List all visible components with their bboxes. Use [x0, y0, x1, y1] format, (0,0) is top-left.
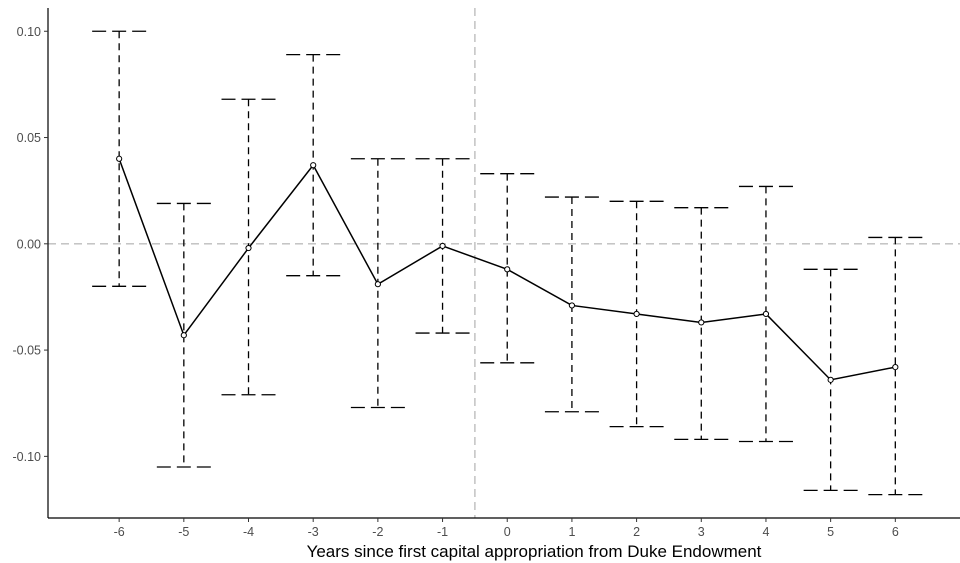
error-bar	[544, 196, 599, 413]
reference-lines	[48, 8, 960, 518]
x-tick-label: 2	[633, 525, 640, 539]
x-tick-label: -1	[437, 525, 448, 539]
y-tick-label: 0.05	[17, 131, 41, 145]
estimate-point	[116, 155, 123, 162]
x-tick-label: 4	[762, 525, 769, 539]
x-axis-title: Years since first capital appropriation …	[307, 542, 762, 561]
x-tick-label: 3	[698, 525, 705, 539]
estimate-point	[892, 363, 899, 371]
error-bar	[92, 30, 147, 287]
y-tick-label: -0.05	[13, 344, 42, 358]
x-tick-label: 5	[827, 525, 834, 539]
estimate-point	[374, 281, 381, 288]
x-tick-label: -6	[114, 525, 125, 539]
error-bar	[156, 202, 211, 468]
x-tick-label: -4	[243, 525, 254, 539]
x-tick-label: 6	[892, 525, 899, 539]
y-tick-label: -0.10	[13, 450, 42, 464]
estimate-point	[827, 376, 834, 383]
confidence-intervals	[92, 30, 923, 496]
x-tick-label: -3	[308, 525, 319, 539]
estimate-point	[568, 302, 576, 309]
x-axis-ticks: -6 -5 -4 -3 -2 -1 0 1 2 3 4 5 6	[114, 518, 899, 539]
estimate-points	[116, 155, 899, 383]
estimate-point	[310, 162, 317, 169]
x-tick-label: 0	[504, 525, 511, 539]
estimate-point	[245, 244, 252, 252]
estimate-point	[180, 332, 187, 339]
error-bar	[738, 185, 793, 443]
y-tick-label: 0.10	[17, 25, 41, 39]
error-bar	[868, 236, 923, 496]
axes	[47, 8, 960, 519]
y-tick-label: 0.00	[17, 237, 41, 251]
x-tick-label: -2	[372, 525, 383, 539]
estimate-point	[762, 310, 770, 318]
estimate-point	[698, 319, 705, 326]
estimate-point	[504, 266, 511, 273]
x-tick-label: -5	[178, 525, 189, 539]
estimate-point	[439, 242, 446, 250]
y-axis-ticks: 0.10 0.05 0.00 -0.05 -0.10	[13, 25, 48, 464]
error-bar	[674, 207, 729, 441]
estimate-point	[633, 310, 640, 318]
x-tick-label: 1	[568, 525, 575, 539]
error-bar	[480, 173, 535, 364]
